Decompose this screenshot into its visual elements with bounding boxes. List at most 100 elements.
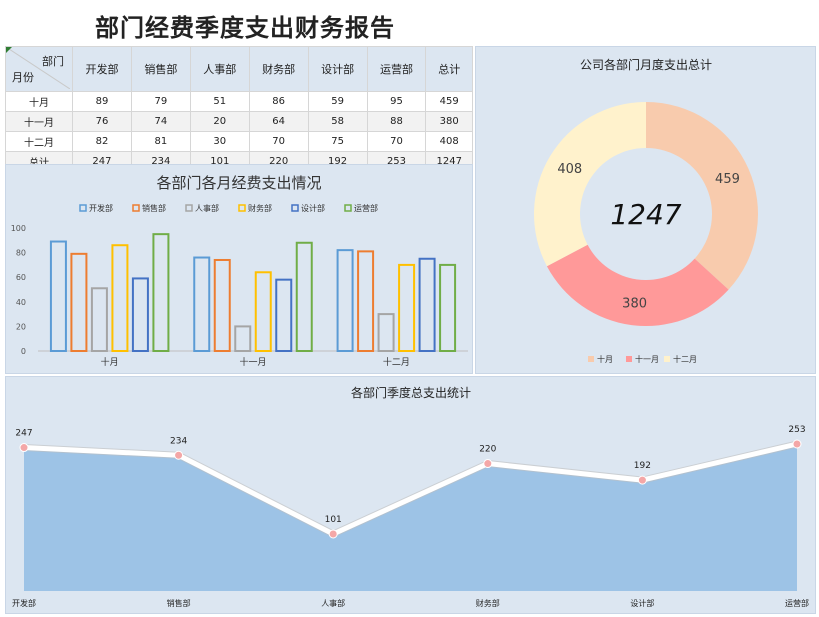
area-chart: 各部门季度总支出统计 247 开发部 234 销售部 101 人事部 220 财务部 192 设计部…: [12, 385, 809, 608]
row-label: 十一月: [5, 111, 73, 132]
area-point-2: [328, 529, 338, 539]
bar-2-3: [398, 263, 416, 352]
bar-legend-label-3: 财务部: [248, 203, 272, 213]
bar-0-2: [90, 287, 108, 352]
table-cell: 88: [366, 111, 427, 132]
table-cell: 64: [248, 111, 309, 132]
column-header-1: 销售部: [130, 46, 191, 92]
table-cell: 89: [72, 91, 132, 112]
donut-slice-label-2: 408: [557, 162, 582, 177]
donut-legend-label-0: 十月: [597, 354, 613, 364]
area-point-4: [637, 475, 647, 485]
bar-category-label-1: 十一月: [239, 356, 266, 368]
area-line: [23, 441, 798, 537]
bar-legend-swatch-5: [344, 204, 352, 212]
table-cell: 70: [366, 131, 427, 152]
area-value-label-2: 101: [325, 515, 342, 525]
table-corner-cell: 部门 月份: [5, 46, 73, 92]
column-header-2: 人事部: [189, 46, 250, 92]
bar-0-5: [152, 233, 170, 352]
bar-legend-label-5: 运营部: [354, 203, 378, 213]
area-chart-title: 各部门季度总支出统计: [351, 385, 471, 400]
donut-chart: 公司各部门月度支出总计 459 380 408 1247 十月 十一月 十二月: [534, 57, 758, 364]
bar-0-0: [49, 240, 67, 352]
table-cell: 51: [189, 91, 250, 112]
bar-0-3: [111, 244, 129, 352]
donut-slice-2: [534, 102, 646, 267]
table-cell: 75: [307, 131, 368, 152]
donut-center-label: 1247: [610, 198, 681, 231]
bar-category-label-2: 十二月: [383, 356, 410, 368]
bar-1-5: [295, 241, 313, 352]
table-cell: 380: [425, 111, 473, 132]
area-point-1: [174, 450, 184, 460]
table-cell: 95: [366, 91, 427, 112]
area-category-label-5: 运营部: [785, 598, 809, 608]
bar-ytick-label: 0: [21, 347, 26, 356]
bar-legend-swatch-0: [79, 204, 87, 212]
corner-diagonal: [6, 47, 70, 89]
area-chart-panel: 各部门季度总支出统计 247 开发部 234 销售部 101 人事部 220 财务部 192 设计部…: [5, 376, 816, 614]
area-point-3: [483, 459, 493, 469]
bar-ytick-label: 40: [16, 298, 26, 307]
bar-legend-swatch-1: [132, 204, 140, 212]
area-point-0: [19, 443, 29, 453]
table-cell: 408: [425, 131, 473, 152]
bar-legend-label-0: 开发部: [89, 203, 113, 213]
bar-legend-label-2: 人事部: [195, 203, 219, 213]
bar-2-2: [377, 313, 395, 353]
corner-top-label: 部门: [42, 55, 64, 68]
table-cell: 81: [130, 131, 191, 152]
row-label: 十月: [5, 91, 73, 112]
table-cell: 76: [72, 111, 132, 132]
table-cell: 20: [189, 111, 250, 132]
donut-slice-1: [546, 244, 729, 327]
column-header-0: 开发部: [72, 46, 132, 92]
bar-0-1: [70, 252, 88, 352]
bar-ytick-label: 100: [11, 224, 26, 233]
table-row: 十一月 76 74 20 64 58 88 380: [5, 111, 473, 132]
bar-1-3: [254, 271, 272, 352]
bar-1-0: [193, 256, 211, 352]
table-cell: 58: [307, 111, 368, 132]
area-value-label-3: 220: [479, 445, 496, 455]
bar-legend-swatch-2: [185, 204, 193, 212]
table-cell: 30: [189, 131, 250, 152]
bar-2-4: [418, 257, 436, 352]
table-cell: 86: [248, 91, 309, 112]
row-label: 十二月: [5, 131, 73, 152]
corner-bottom-label: 月份: [12, 71, 34, 84]
column-header-4: 设计部: [307, 46, 368, 92]
bar-ytick-label: 80: [16, 249, 26, 258]
bar-chart-panel: 各部门各月经费支出情况 开发部 销售部 人事部 财务部 设计部 运营部 0 20 40 60 80 10…: [5, 164, 473, 374]
page-title: 部门经费季度支出财务报告: [95, 14, 395, 42]
table-cell: 70: [248, 131, 309, 152]
bar-0-4: [131, 277, 149, 352]
bar-legend-swatch-3: [238, 204, 246, 212]
column-header-6: 总计: [425, 46, 473, 92]
bar-1-2: [234, 325, 252, 352]
area-category-label-3: 财务部: [476, 598, 500, 608]
donut-legend-swatch-0: [588, 356, 594, 362]
donut-title: 公司各部门月度支出总计: [580, 57, 712, 72]
bar-legend-label-1: 销售部: [142, 203, 166, 213]
table-cell: 79: [130, 91, 191, 112]
donut-legend-label-1: 十一月: [635, 354, 659, 364]
area-point-5: [792, 439, 802, 449]
bar-legend-label-4: 设计部: [301, 203, 325, 213]
table-cell: 74: [130, 111, 191, 132]
donut-slice-0: [646, 102, 758, 290]
bar-category-label-0: 十月: [101, 356, 119, 368]
area-category-label-1: 销售部: [167, 598, 191, 608]
donut-slice-label-1: 380: [622, 296, 647, 311]
table-cell: 59: [307, 91, 368, 112]
bar-1-4: [275, 278, 293, 352]
area-value-label-0: 247: [15, 429, 32, 439]
area-fill: [24, 444, 797, 591]
donut-legend-label-2: 十二月: [673, 354, 697, 364]
bar-ytick-label: 60: [16, 273, 26, 282]
donut-chart-panel: 公司各部门月度支出总计 459 380 408 1247 十月 十一月 十二月: [475, 46, 816, 374]
donut-legend-swatch-1: [626, 356, 632, 362]
area-value-label-5: 253: [788, 425, 805, 435]
